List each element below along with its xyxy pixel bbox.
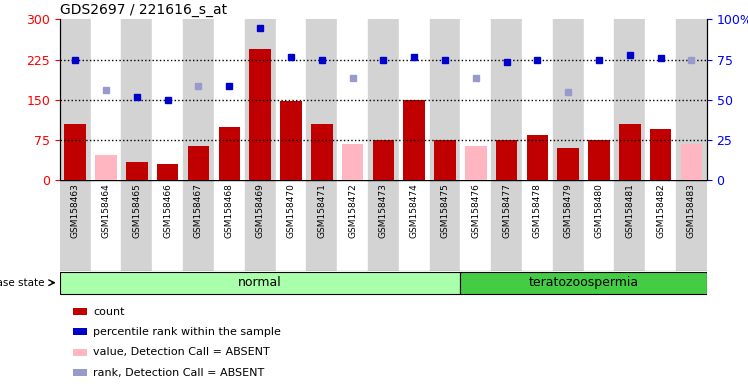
- Text: percentile rank within the sample: percentile rank within the sample: [94, 327, 281, 337]
- Bar: [583, 180, 614, 271]
- Bar: [214, 180, 245, 271]
- Bar: [91, 180, 121, 271]
- Bar: [403, 100, 425, 180]
- Bar: [491, 19, 522, 180]
- Text: GSM158475: GSM158475: [441, 183, 450, 238]
- Bar: [460, 180, 491, 271]
- Bar: [214, 19, 245, 180]
- Bar: [491, 180, 522, 271]
- Bar: [249, 49, 271, 180]
- Bar: [614, 180, 646, 271]
- Bar: [460, 19, 491, 180]
- Bar: [676, 19, 707, 180]
- Bar: [368, 19, 399, 180]
- Text: GSM158464: GSM158464: [102, 183, 111, 238]
- Text: GSM158470: GSM158470: [286, 183, 295, 238]
- Text: GSM158466: GSM158466: [163, 183, 172, 238]
- Bar: [275, 180, 307, 271]
- FancyBboxPatch shape: [460, 272, 707, 295]
- Bar: [73, 328, 87, 336]
- Bar: [553, 180, 583, 271]
- Bar: [275, 19, 307, 180]
- Bar: [73, 349, 87, 356]
- Text: GSM158471: GSM158471: [317, 183, 326, 238]
- Text: disease state: disease state: [0, 278, 45, 288]
- Bar: [373, 140, 394, 180]
- Bar: [496, 140, 518, 180]
- Text: GSM158479: GSM158479: [564, 183, 573, 238]
- Bar: [429, 180, 460, 271]
- Bar: [91, 19, 121, 180]
- FancyBboxPatch shape: [60, 272, 460, 295]
- Text: GDS2697 / 221616_s_at: GDS2697 / 221616_s_at: [60, 3, 227, 17]
- Bar: [650, 129, 672, 180]
- Bar: [646, 180, 676, 271]
- Bar: [218, 127, 240, 180]
- Text: GSM158480: GSM158480: [595, 183, 604, 238]
- Text: GSM158472: GSM158472: [348, 183, 357, 238]
- Text: GSM158463: GSM158463: [71, 183, 80, 238]
- Bar: [126, 162, 147, 180]
- Text: GSM158474: GSM158474: [410, 183, 419, 238]
- Text: rank, Detection Call = ABSENT: rank, Detection Call = ABSENT: [94, 367, 265, 377]
- Bar: [583, 19, 614, 180]
- Bar: [245, 180, 275, 271]
- Bar: [64, 124, 86, 180]
- Bar: [681, 144, 702, 180]
- Bar: [337, 19, 368, 180]
- Bar: [153, 180, 183, 271]
- Text: GSM158477: GSM158477: [502, 183, 511, 238]
- Text: GSM158465: GSM158465: [132, 183, 141, 238]
- Bar: [342, 144, 364, 180]
- Bar: [522, 19, 553, 180]
- Bar: [465, 146, 486, 180]
- Bar: [157, 164, 179, 180]
- Bar: [311, 124, 333, 180]
- Bar: [399, 180, 429, 271]
- Bar: [368, 180, 399, 271]
- Bar: [399, 19, 429, 180]
- Bar: [183, 180, 214, 271]
- Text: GSM158483: GSM158483: [687, 183, 696, 238]
- Bar: [337, 180, 368, 271]
- Bar: [121, 180, 153, 271]
- Bar: [121, 19, 153, 180]
- Text: count: count: [94, 306, 125, 316]
- Bar: [614, 19, 646, 180]
- Bar: [245, 19, 275, 180]
- Bar: [522, 180, 553, 271]
- Bar: [60, 180, 91, 271]
- Bar: [280, 101, 301, 180]
- Bar: [95, 155, 117, 180]
- Bar: [60, 19, 91, 180]
- Bar: [73, 308, 87, 315]
- Bar: [188, 146, 209, 180]
- Bar: [73, 369, 87, 376]
- Bar: [307, 180, 337, 271]
- Bar: [527, 135, 548, 180]
- Bar: [557, 148, 579, 180]
- Bar: [676, 180, 707, 271]
- Text: GSM158478: GSM158478: [533, 183, 542, 238]
- Text: GSM158473: GSM158473: [378, 183, 388, 238]
- Bar: [553, 19, 583, 180]
- Text: GSM158467: GSM158467: [194, 183, 203, 238]
- Text: GSM158481: GSM158481: [625, 183, 634, 238]
- Text: GSM158476: GSM158476: [471, 183, 480, 238]
- Bar: [588, 140, 610, 180]
- Text: normal: normal: [238, 276, 282, 289]
- Bar: [434, 140, 456, 180]
- Text: GSM158469: GSM158469: [256, 183, 265, 238]
- Text: teratozoospermia: teratozoospermia: [529, 276, 639, 289]
- Text: value, Detection Call = ABSENT: value, Detection Call = ABSENT: [94, 347, 270, 357]
- Text: GSM158482: GSM158482: [656, 183, 665, 238]
- Bar: [307, 19, 337, 180]
- Text: GSM158468: GSM158468: [225, 183, 234, 238]
- Bar: [619, 124, 640, 180]
- Bar: [646, 19, 676, 180]
- Bar: [153, 19, 183, 180]
- Bar: [183, 19, 214, 180]
- Bar: [429, 19, 460, 180]
